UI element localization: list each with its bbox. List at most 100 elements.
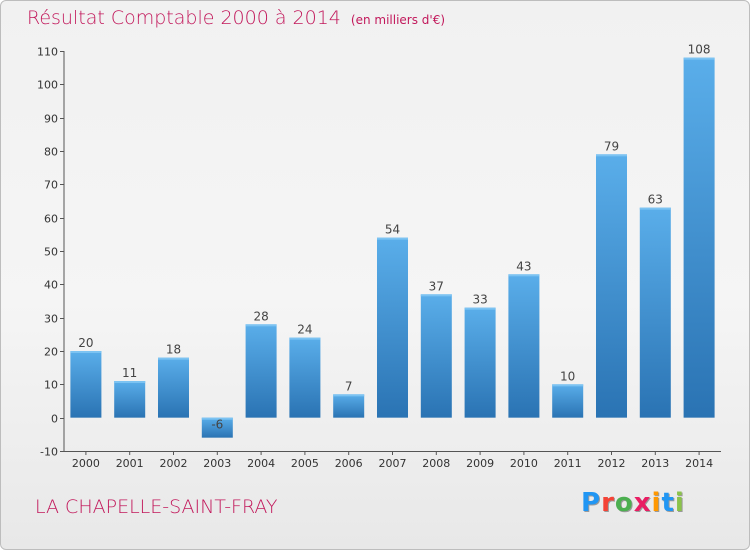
x-tick: 2012 [598,451,626,470]
logo-letter: i [674,488,685,518]
x-tick: 2006 [335,451,363,470]
y-tick: 20 [44,346,64,359]
y-tick: 100 [37,79,64,92]
x-tick: 2002 [160,451,188,470]
y-tick-label: 40 [44,279,58,292]
bar-highlight [245,324,277,327]
bar-highlight [70,351,102,353]
bar-highlight [639,207,671,210]
y-tick-label: 80 [44,146,58,159]
x-axis: 2000 2001 2002 2003 2004 2005 2006 2007 2008 2009… [64,451,721,470]
bar [464,307,496,418]
x-tick-label: 2011 [554,457,582,470]
y-tick-label: -10 [40,446,58,459]
y-tick-label: 110 [37,46,58,59]
value-label: 24 [297,323,312,337]
y-tick: -10 [40,446,64,459]
logo-letter: x [633,488,652,518]
bar-highlight [420,294,452,297]
value-label: 54 [385,223,400,237]
bar [201,417,233,438]
logo-letter: P [581,488,602,518]
bar-highlight [596,154,627,157]
commune-name: LA CHAPELLE-SAINT-FRAY [35,496,278,518]
value-label: 63 [648,193,663,207]
x-tick: 2000 [72,451,100,470]
bar [114,381,146,418]
y-tick: 60 [44,213,64,226]
y-tick-label: 100 [37,79,58,92]
bar-highlight [552,384,584,387]
y-tick: 10 [44,379,64,392]
value-label: 20 [78,336,93,350]
value-label: 18 [166,343,181,357]
y-tick: 0 [51,413,64,426]
logo-letter: t [661,488,675,518]
chart-subtitle: (en milliers d'€) [350,13,446,27]
y-tick: 70 [44,179,64,192]
x-tick: 2005 [291,451,319,470]
value-label: 108 [688,43,711,57]
y-tick-label: 90 [44,113,58,126]
x-tick: 2013 [641,451,669,470]
y-tick: 110 [37,46,64,59]
x-tick: 2003 [203,451,231,470]
bar-highlight [683,57,715,60]
chart-title-row: Résultat Comptable 2000 à 2014 (en millie… [27,7,445,29]
bar [683,57,715,418]
bar [70,351,102,418]
x-tick-label: 2013 [641,457,669,470]
value-label: 37 [429,279,444,293]
bar [552,384,584,418]
proxiti-logo: Proxiti [581,488,685,518]
y-tick: 30 [44,313,64,326]
value-label: 43 [516,259,531,273]
logo-letter: o [614,488,634,518]
x-tick: 2001 [116,451,144,470]
y-tick-label: 50 [44,246,58,259]
bar [289,337,321,418]
x-tick: 2004 [247,451,275,470]
chart-title: Résultat Comptable 2000 à 2014 [27,7,341,29]
y-tick: 40 [44,279,64,292]
value-label: 79 [604,139,619,153]
bar-highlight [508,274,540,277]
y-tick-label: 0 [51,413,58,426]
bar-highlight [114,381,146,383]
value-label: 28 [253,309,268,323]
x-tick: 2010 [510,451,538,470]
y-tick-label: 20 [44,346,58,359]
x-tick-label: 2007 [379,457,407,470]
x-tick-label: 2010 [510,457,538,470]
bar [245,324,277,418]
bar-highlight [333,394,365,397]
bar-highlight [289,337,321,340]
value-label: 7 [345,379,353,393]
y-tick-label: 10 [44,379,58,392]
y-tick: 90 [44,113,64,126]
x-tick: 2009 [466,451,494,470]
logo-letter: r [601,488,615,518]
y-tick-label: 60 [44,213,58,226]
x-tick: 2014 [685,451,713,470]
value-labels: 20 11 18 -6 28 24 7 54 37 33 43 10 79 63 108 [78,43,710,432]
value-label: 33 [472,293,487,307]
x-tick-label: 2012 [598,457,626,470]
x-tick-label: 2002 [160,457,188,470]
y-tick-label: 70 [44,179,58,192]
x-tick-label: 2004 [247,457,275,470]
bar-highlight [377,237,408,240]
value-label: 10 [560,369,575,383]
y-tick: 80 [44,146,64,159]
bar [596,154,627,418]
x-tick-label: 2008 [422,457,450,470]
x-tick-label: 2006 [335,457,363,470]
value-label: -6 [211,418,223,432]
bar-highlight [201,417,233,420]
bar-highlight [464,307,496,310]
logo-letter: i [651,488,662,518]
bar-highlight [158,357,189,360]
bar [639,207,671,418]
